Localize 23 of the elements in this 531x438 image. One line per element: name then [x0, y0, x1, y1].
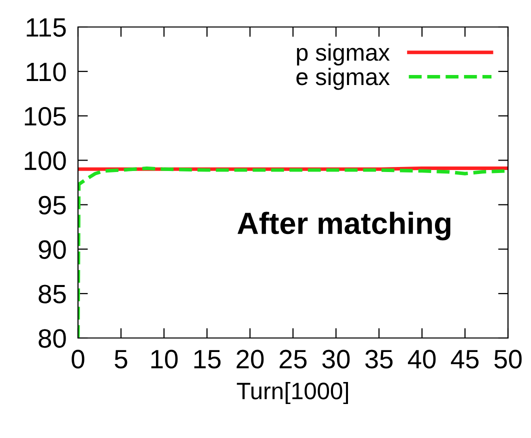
- annotation: After matching: [238, 212, 450, 240]
- y-tick-label: 85: [38, 284, 66, 304]
- legend-label: p sigmax: [296, 44, 390, 66]
- y-tick-label: 90: [38, 240, 66, 259]
- x-tick-label: 50: [494, 350, 522, 368]
- y-tick-label: 105: [24, 106, 66, 126]
- x-tick-label: 40: [408, 350, 436, 368]
- y-tick-label: 115: [26, 18, 66, 37]
- y-tick-label: 110: [26, 62, 66, 82]
- x-tick-label: 15: [194, 350, 221, 368]
- x-tick-label: 35: [365, 350, 393, 368]
- y-tick-label: 100: [24, 151, 66, 170]
- x-tick-label: 0: [72, 350, 84, 368]
- y-tick-label: 80: [38, 329, 66, 348]
- legend-label: e sigmax: [296, 68, 390, 90]
- x-tick-label: 5: [114, 350, 128, 368]
- x-tick-label: 10: [151, 350, 178, 368]
- x-tick-label: 25: [280, 350, 307, 368]
- x-tick-label: 30: [322, 350, 350, 368]
- x-axis-title: Turn[1000]: [236, 382, 348, 404]
- x-tick-label: 20: [236, 350, 264, 368]
- x-tick-label: 45: [450, 350, 479, 368]
- y-tick-label: 95: [38, 196, 66, 215]
